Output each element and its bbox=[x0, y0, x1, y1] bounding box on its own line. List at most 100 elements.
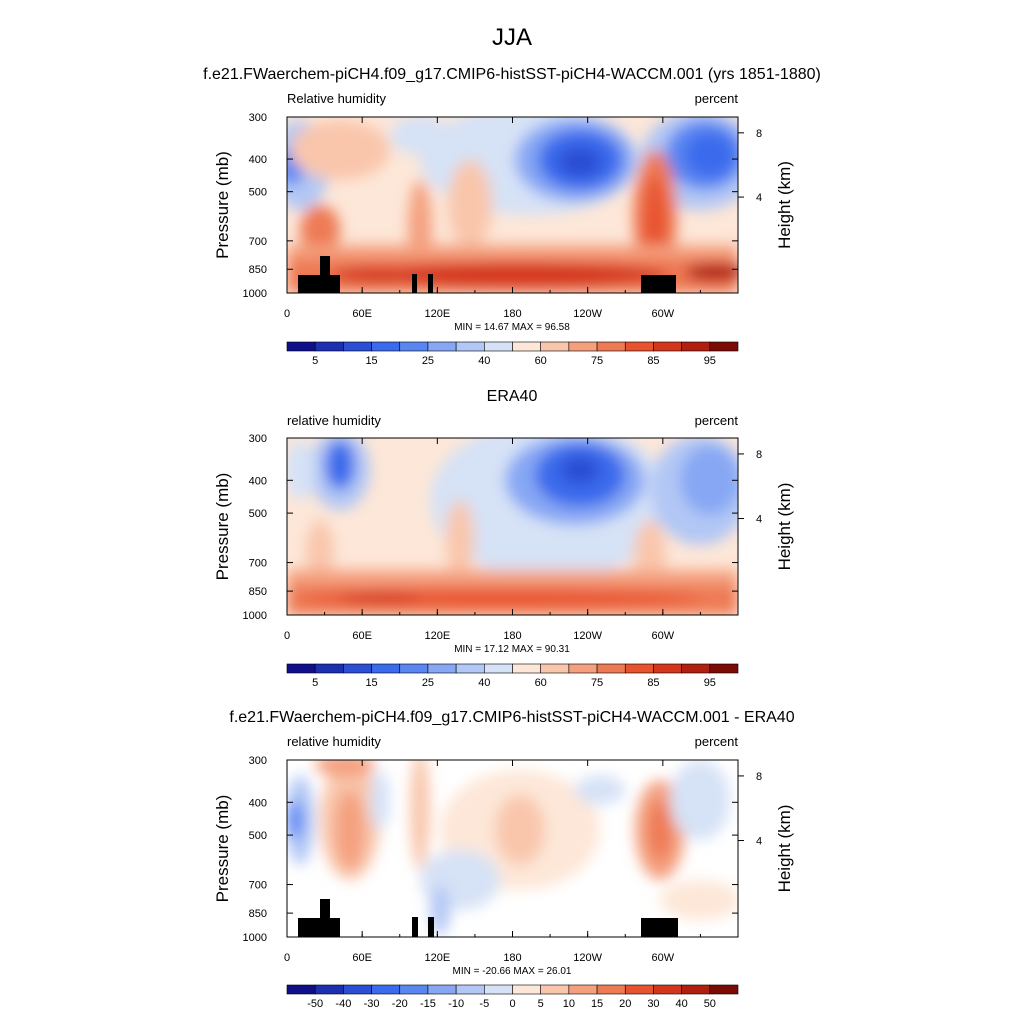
y-tick-label: 1000 bbox=[243, 932, 267, 944]
colorbar-label: -30 bbox=[364, 998, 380, 1010]
colorbar-swatch bbox=[624, 663, 654, 674]
colorbar-swatch bbox=[343, 663, 372, 674]
stats-label: MIN = 14.67 MAX = 96.58 bbox=[454, 322, 570, 333]
variable-label: relative humidity bbox=[287, 734, 381, 749]
y-tick-label: 700 bbox=[249, 236, 267, 248]
y-tick-label: 1000 bbox=[243, 288, 267, 300]
stats-label: MIN = -20.66 MAX = 26.01 bbox=[453, 966, 572, 977]
variable-label: relative humidity bbox=[287, 413, 381, 428]
colorbar-swatch bbox=[286, 663, 316, 674]
contour-field bbox=[287, 117, 738, 293]
y-axis-label: Pressure (mb) bbox=[213, 473, 232, 581]
colorbar-swatch bbox=[455, 984, 485, 995]
colorbar-swatch bbox=[314, 984, 344, 995]
colorbar-label: 15 bbox=[365, 355, 377, 367]
y-tick-label: 300 bbox=[249, 112, 267, 124]
colorbar-swatch bbox=[540, 663, 570, 674]
colorbar-swatch bbox=[343, 341, 372, 352]
colorbar-swatch bbox=[399, 341, 429, 352]
colorbar-label: 85 bbox=[647, 355, 659, 367]
y-tick-label: 850 bbox=[249, 908, 267, 920]
y-tick-label: 500 bbox=[249, 508, 267, 520]
x-tick-label: 120E bbox=[424, 952, 450, 964]
colorbar-swatch bbox=[624, 984, 654, 995]
y-tick-label: 400 bbox=[249, 154, 267, 166]
colorbar-swatch bbox=[286, 341, 316, 352]
colorbar-label: 15 bbox=[591, 998, 603, 1010]
y2-tick-label: 4 bbox=[756, 192, 762, 204]
colorbar-swatch bbox=[596, 663, 626, 674]
colorbar-label: -5 bbox=[479, 998, 489, 1010]
colorbar-label: 85 bbox=[647, 677, 659, 689]
y-tick-label: 300 bbox=[249, 433, 267, 445]
units-label: percent bbox=[695, 734, 739, 749]
colorbar-swatch bbox=[427, 341, 457, 352]
contour-field bbox=[287, 438, 738, 615]
colorbar-swatch bbox=[371, 984, 401, 995]
x-tick-label: 0 bbox=[284, 952, 290, 964]
colorbar-label: -10 bbox=[448, 998, 464, 1010]
y-tick-label: 850 bbox=[249, 586, 267, 598]
x-tick-label: 120W bbox=[573, 630, 602, 642]
contour-field bbox=[287, 760, 738, 937]
colorbar-label: 60 bbox=[535, 677, 547, 689]
colorbar-swatch bbox=[709, 984, 739, 995]
units-label: percent bbox=[695, 413, 739, 428]
x-tick-label: 0 bbox=[284, 630, 290, 642]
x-tick-label: 60E bbox=[352, 952, 372, 964]
colorbar-label: 40 bbox=[478, 677, 490, 689]
colorbar-swatch bbox=[596, 341, 626, 352]
colorbar-label: -20 bbox=[392, 998, 408, 1010]
y2-tick-label: 8 bbox=[756, 128, 762, 140]
panel-title: f.e21.FWaerchem-piCH4.f09_g17.CMIP6-hist… bbox=[229, 709, 794, 726]
colorbar-label: 25 bbox=[422, 677, 434, 689]
colorbar-label: 95 bbox=[704, 677, 716, 689]
x-tick-label: 0 bbox=[284, 308, 290, 320]
y-tick-label: 400 bbox=[249, 797, 267, 809]
colorbar-swatch bbox=[455, 341, 485, 352]
colorbar-label: 60 bbox=[535, 355, 547, 367]
stats-label: MIN = 17.12 MAX = 90.31 bbox=[454, 644, 570, 655]
colorbar-swatch bbox=[568, 984, 598, 995]
y2-tick-label: 8 bbox=[756, 771, 762, 783]
colorbar-label: 20 bbox=[619, 998, 631, 1010]
x-tick-label: 60E bbox=[352, 630, 372, 642]
y-axis-label: Pressure (mb) bbox=[213, 795, 232, 903]
colorbar-swatch bbox=[399, 984, 429, 995]
colorbar-swatch bbox=[343, 984, 372, 995]
colorbar-swatch bbox=[286, 984, 316, 995]
colorbar-swatch bbox=[681, 341, 711, 352]
colorbar-label: 50 bbox=[704, 998, 716, 1010]
page-title: JJA bbox=[492, 24, 532, 51]
topography bbox=[298, 899, 678, 937]
panel-era40: ERA40 relative humidity percent bbox=[213, 388, 794, 689]
x-tick-label: 120W bbox=[573, 952, 602, 964]
y-tick-label: 700 bbox=[249, 880, 267, 892]
x-tick-label: 180 bbox=[503, 308, 521, 320]
x-tick-label: 120E bbox=[424, 308, 450, 320]
colorbar-swatch bbox=[484, 663, 513, 674]
colorbar-swatch bbox=[484, 984, 513, 995]
y2-tick-label: 4 bbox=[756, 514, 762, 526]
x-tick-label: 60W bbox=[652, 952, 675, 964]
x-tick-label: 120W bbox=[573, 308, 602, 320]
y2-tick-label: 8 bbox=[756, 449, 762, 461]
topography bbox=[298, 256, 676, 293]
panel-difference: f.e21.FWaerchem-piCH4.f09_g17.CMIP6-hist… bbox=[213, 709, 795, 1010]
colorbar-swatch bbox=[681, 663, 711, 674]
panel-title: ERA40 bbox=[487, 388, 538, 405]
colorbar-swatch bbox=[399, 663, 429, 674]
colorbar-label: 5 bbox=[538, 998, 544, 1010]
colorbar-label: 15 bbox=[365, 677, 377, 689]
y-tick-label: 850 bbox=[249, 264, 267, 276]
x-tick-label: 60E bbox=[352, 308, 372, 320]
units-label: percent bbox=[695, 91, 739, 106]
colorbar-swatch bbox=[540, 984, 570, 995]
y-tick-label: 400 bbox=[249, 475, 267, 487]
y2-axis-label: Height (km) bbox=[775, 483, 794, 571]
colorbar-label: 75 bbox=[591, 677, 603, 689]
colorbar-label: -40 bbox=[335, 998, 351, 1010]
colorbar-swatch bbox=[484, 341, 513, 352]
colorbar-swatch bbox=[568, 341, 598, 352]
